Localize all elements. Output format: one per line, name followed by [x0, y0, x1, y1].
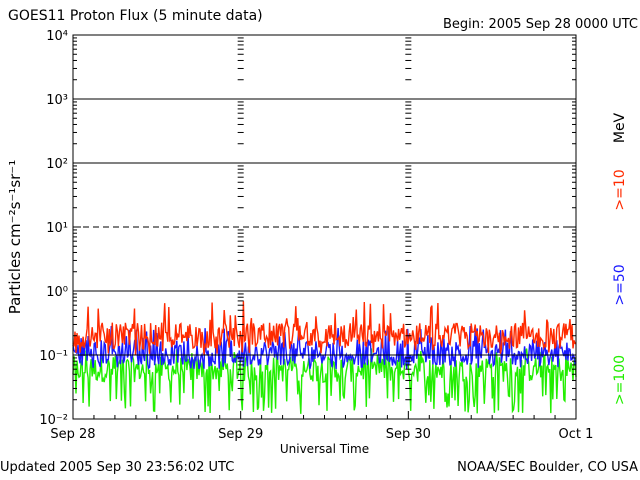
credit-label: NOAA/SEC Boulder, CO USA — [457, 460, 638, 475]
y-axis-label: Particles cm⁻²s⁻¹sr⁻¹ — [6, 160, 24, 314]
x-tick-label: Sep 29 — [218, 427, 263, 442]
flux-traces — [72, 301, 577, 414]
y-tick-label: 10² — [46, 157, 68, 172]
x-axis-ticks: Sep 28 Sep 29 Sep 30 Oct 1 — [50, 411, 593, 442]
chart-title: GOES11 Proton Flux (5 minute data) — [8, 8, 263, 24]
series-line-ge100 — [72, 348, 577, 414]
x-tick-label: Sep 30 — [386, 427, 431, 442]
y-tick-label: 10⁴ — [46, 29, 68, 44]
y-tick-label: 10⁰ — [46, 285, 68, 300]
legend: MeV >=10 >=50 >=100 — [612, 112, 628, 405]
updated-timestamp: Updated 2005 Sep 30 23:56:02 UTC — [0, 460, 235, 475]
x-axis-label: Universal Time — [280, 442, 369, 456]
legend-entry: >=10 — [612, 169, 628, 210]
y-tick-label: 10⁻² — [39, 413, 68, 428]
y-axis-ticks: 10⁻² 10⁻¹ 10⁰ 10¹ 10² 10³ 10⁴ — [39, 29, 576, 428]
chart-grid — [73, 37, 576, 401]
x-tick-label: Oct 1 — [559, 427, 594, 442]
y-tick-label: 10¹ — [46, 221, 68, 236]
legend-entry: MeV — [612, 112, 628, 143]
begin-time-label: Begin: 2005 Sep 28 0000 UTC — [442, 17, 638, 32]
legend-entry: >=50 — [612, 264, 628, 305]
y-tick-label: 10⁻¹ — [39, 349, 68, 364]
x-tick-label: Sep 28 — [50, 427, 95, 442]
legend-entry: >=100 — [612, 355, 628, 405]
y-tick-label: 10³ — [46, 93, 68, 108]
series-line-ge10 — [72, 301, 577, 355]
